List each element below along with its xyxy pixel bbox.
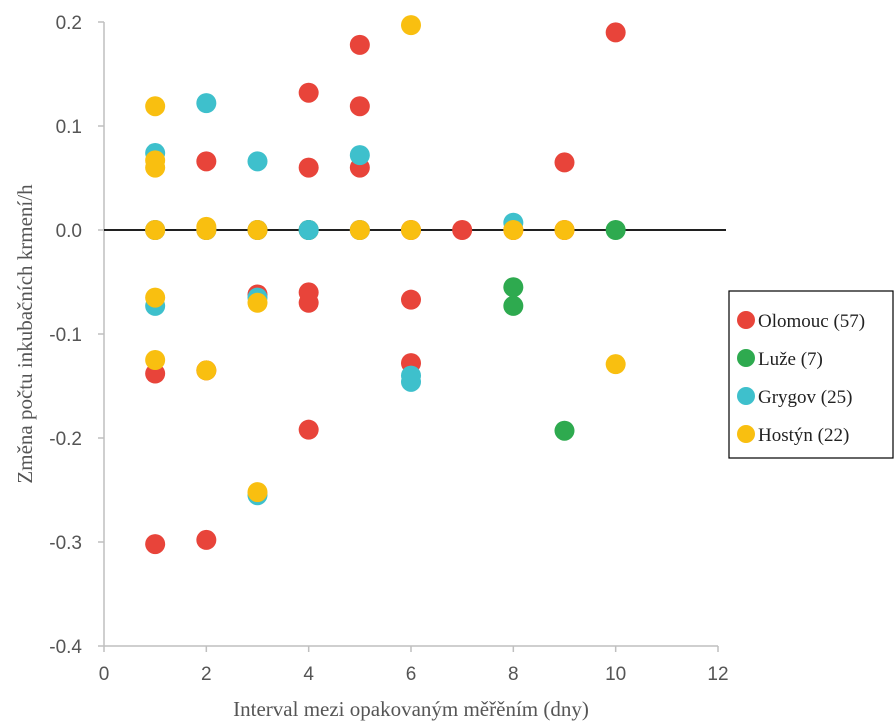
data-point (145, 350, 166, 370)
data-point (247, 151, 268, 172)
data-point (145, 534, 166, 555)
data-point (247, 220, 268, 240)
legend-marker (737, 387, 755, 405)
data-point (247, 482, 268, 503)
x-tick-label: 10 (605, 664, 626, 685)
x-tick-label: 0 (99, 664, 110, 685)
x-tick-label: 6 (406, 664, 417, 685)
data-point (145, 157, 166, 178)
data-points (145, 15, 626, 555)
data-point (605, 354, 626, 375)
data-point (554, 152, 575, 173)
series-0 (145, 22, 626, 555)
data-point (298, 292, 319, 313)
y-tick-label: -0.2 (49, 429, 82, 450)
legend-label: Hostýn (22) (758, 425, 849, 446)
data-point (196, 529, 217, 550)
y-tick-label: -0.4 (49, 637, 82, 658)
data-point (401, 220, 421, 240)
x-tick-label: 8 (508, 664, 519, 685)
data-point (503, 220, 524, 240)
data-point (298, 419, 319, 440)
data-point (349, 220, 370, 240)
series-1 (298, 220, 626, 441)
legend-label: Olomouc (57) (758, 311, 865, 332)
data-point (401, 15, 421, 36)
data-point (145, 287, 166, 308)
series-3 (145, 15, 626, 503)
x-axis-title: Interval mezi opakovaným měřěním (dny) (233, 697, 589, 721)
y-tick-label: 0.1 (56, 117, 82, 138)
y-axis-title: Změna počtu inkubačních krmení/h (13, 184, 37, 484)
x-tick-label: 12 (707, 664, 728, 685)
data-point (145, 220, 166, 240)
data-point (452, 220, 473, 240)
data-point (401, 371, 421, 392)
data-point (196, 151, 217, 172)
data-point (605, 220, 626, 240)
data-point (298, 82, 319, 103)
data-point (503, 295, 524, 316)
data-point (349, 145, 370, 166)
axes (103, 22, 726, 647)
y-tick-label: -0.1 (49, 325, 82, 346)
legend-label: Luže (7) (758, 349, 823, 370)
data-point (247, 292, 268, 313)
x-tick-label: 2 (201, 664, 212, 685)
data-point (401, 289, 421, 310)
legend-marker (737, 349, 755, 367)
y-tick-label: 0.2 (56, 13, 82, 34)
data-point (503, 277, 524, 298)
x-tick-label: 4 (303, 664, 314, 685)
data-point (554, 420, 575, 441)
data-point (298, 157, 319, 178)
data-point (298, 220, 319, 240)
data-point (196, 93, 217, 114)
legend-box (728, 290, 894, 459)
data-point (554, 220, 575, 240)
data-point (605, 22, 626, 43)
legend-marker (737, 425, 755, 443)
legend: Olomouc (57) Luže (7) Grygov (25) Hostýn (2… (728, 290, 894, 459)
x-tick-labels: 0 2 4 6 8 10 12 (99, 646, 729, 685)
data-point (196, 360, 217, 381)
y-tick-labels: 0.2 0.1 0.0 -0.1 -0.2 -0.3 -0.4 (49, 13, 104, 658)
data-point (349, 96, 370, 117)
legend-marker (737, 311, 755, 329)
data-point (196, 220, 217, 240)
legend-label: Grygov (25) (758, 387, 852, 408)
data-point (349, 34, 370, 55)
data-point (145, 96, 166, 117)
y-tick-label: -0.3 (49, 533, 82, 554)
y-tick-label: 0.0 (56, 221, 82, 242)
